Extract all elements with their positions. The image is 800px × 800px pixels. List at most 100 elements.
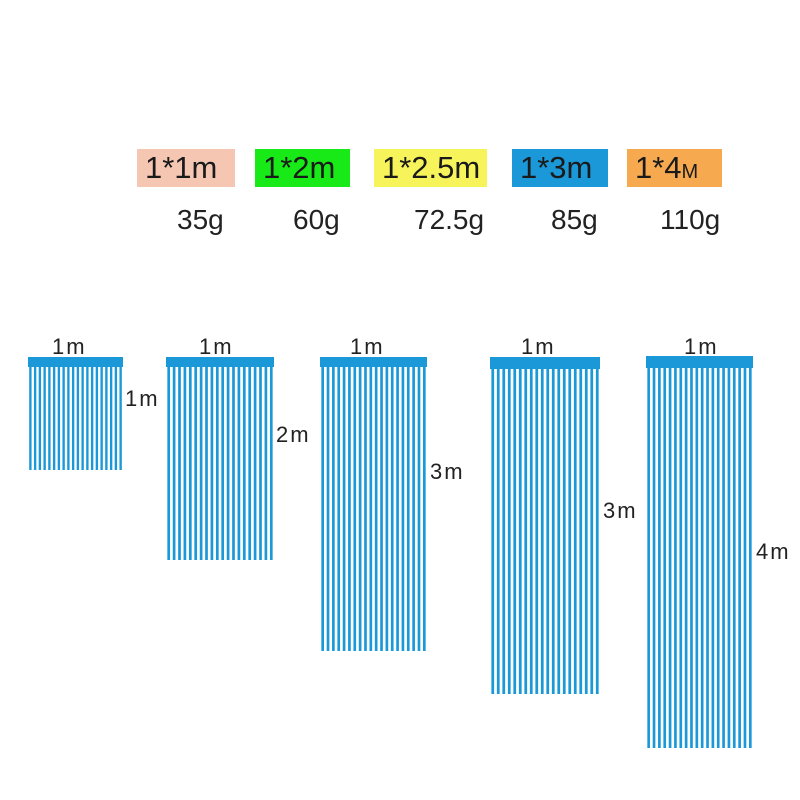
curtain-strip: [524, 369, 528, 694]
size-chip-unit: m: [309, 150, 336, 185]
curtain-strip: [684, 368, 688, 748]
curtain-strip: [29, 367, 32, 470]
curtain-strip: [491, 369, 495, 694]
curtain-strip: [119, 367, 122, 470]
curtain-strip: [358, 367, 362, 651]
curtain-strip: [502, 369, 506, 694]
curtain-strip: [342, 367, 346, 651]
curtain-3-width-label: 1m: [350, 334, 385, 359]
curtain-strip: [529, 369, 533, 694]
curtain-strip: [67, 367, 70, 470]
curtain-1-width-label: 1m: [52, 334, 87, 359]
curtain-strip: [711, 368, 715, 748]
curtain-strip: [690, 368, 693, 748]
curtain-strip: [38, 367, 42, 470]
curtain-strip: [237, 367, 241, 560]
curtain-5: [646, 356, 753, 748]
curtain-strip: [679, 368, 683, 748]
weight-1x3: 85g: [551, 204, 598, 235]
curtain-strip: [374, 367, 378, 651]
size-chip-unit: m: [566, 150, 593, 185]
curtain-1-height-label: 1m: [125, 386, 160, 411]
curtain-strip: [52, 367, 56, 470]
size-chip-1x2: 1*2m: [255, 149, 350, 187]
curtain-strip: [199, 367, 203, 560]
size-chip-label: 1*2.5: [382, 150, 455, 185]
curtain-strip: [364, 367, 367, 651]
curtain-4-width-label: 1m: [521, 334, 556, 359]
curtain-strip: [62, 367, 65, 470]
weight-1x4: 110g: [660, 204, 721, 235]
curtain-strip: [584, 369, 588, 694]
curtain-strip: [178, 367, 181, 560]
curtain-strip: [738, 368, 741, 748]
curtain-strip: [259, 367, 262, 560]
curtain-strip: [348, 367, 351, 651]
curtain-strip: [535, 369, 539, 694]
curtain-header-bar: [166, 357, 274, 367]
curtain-header-bar: [490, 357, 600, 369]
size-chip-label: 1*3: [520, 150, 567, 185]
curtain-strip: [194, 367, 198, 560]
curtain-strip: [716, 368, 720, 748]
curtain-strip: [647, 368, 651, 748]
size-chip-1x1: 1*1m: [137, 149, 235, 187]
curtain-5-height-label: 4m: [756, 539, 791, 564]
curtain-strip: [652, 368, 656, 748]
curtain-strip: [695, 368, 699, 748]
curtain-strip: [332, 367, 335, 651]
curtain-strip: [95, 367, 99, 470]
curtain-strip: [507, 369, 511, 694]
curtain-4-height-label: 3m: [603, 498, 638, 523]
curtain-strip: [71, 367, 75, 470]
curtain-strip: [396, 367, 399, 651]
curtain-strip: [242, 367, 246, 560]
curtain-strip: [183, 367, 187, 560]
curtain-strip: [390, 367, 394, 651]
curtain-strip: [722, 368, 725, 748]
curtain-strip: [215, 367, 219, 560]
curtain-strip: [568, 369, 572, 694]
size-chip-unit: M: [681, 161, 699, 183]
size-chip-label: 1*2: [263, 150, 310, 185]
curtain-strip: [114, 367, 118, 470]
curtain-strip: [167, 367, 171, 560]
size-chip-label: 1*4: [635, 150, 682, 185]
size-chip-1x4: 1*4M: [627, 149, 722, 187]
curtain-strip: [422, 367, 426, 651]
curtain-strip: [663, 368, 667, 748]
curtain-header-bar: [646, 356, 753, 368]
curtain-strip: [518, 369, 522, 694]
curtain-4: [490, 357, 600, 694]
curtain-2-width-label: 1m: [199, 334, 234, 359]
size-chip-1x2-5: 1*2.5m: [374, 149, 487, 187]
curtain-strip: [353, 367, 357, 651]
curtain-strip: [595, 369, 599, 694]
curtain-strip: [48, 367, 51, 470]
curtain-strip: [90, 367, 94, 470]
curtain-strip: [674, 368, 677, 748]
curtain-strip: [248, 367, 252, 560]
curtain-strip: [748, 368, 752, 748]
curtain-strip: [727, 368, 731, 748]
size-chip-label: 1*1: [145, 150, 192, 185]
curtain-strip: [562, 369, 566, 694]
curtain-strip: [109, 367, 113, 470]
curtain-strip: [700, 368, 704, 748]
curtain-strip: [86, 367, 89, 470]
curtain-strip: [369, 367, 373, 651]
curtain-strip: [551, 369, 555, 694]
curtain-strip: [380, 367, 383, 651]
curtain-strip: [105, 367, 108, 470]
curtain-strip: [172, 367, 176, 560]
curtain-strip: [496, 369, 500, 694]
curtain-strip: [264, 367, 268, 560]
curtain-3-height-label: 3m: [430, 459, 465, 484]
curtain-strip: [188, 367, 192, 560]
curtain-strip: [406, 367, 410, 651]
weight-1x1: 35g: [177, 204, 224, 235]
curtain-strip: [513, 369, 517, 694]
curtain-2: [166, 357, 274, 560]
curtain-1: [28, 357, 123, 470]
